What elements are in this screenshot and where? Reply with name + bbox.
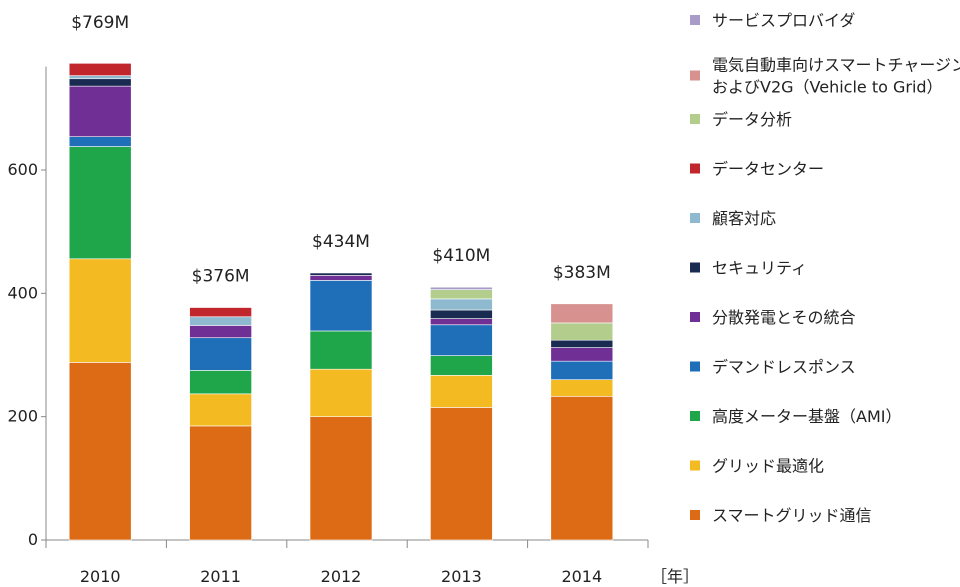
legend-swatch [690, 114, 700, 124]
bar-segment [189, 316, 252, 326]
legend-label: およびV2G（Vehicle to Grid） [712, 78, 943, 97]
x-tick-label: 2012 [321, 567, 362, 586]
bar-segment [189, 425, 252, 541]
bar-segment [309, 280, 373, 332]
legend-label: 顧客対応 [712, 209, 776, 228]
legend-swatch [690, 262, 700, 273]
legend-swatch [690, 70, 700, 81]
legend-swatch [690, 411, 700, 421]
legend-swatch [690, 163, 700, 174]
chart-axes: 0 200 400 600 2010 2011 2012 2013 2014 ［年］ [7, 66, 699, 586]
bar-segment [189, 337, 252, 371]
bar-segment [68, 146, 132, 260]
bar-segment [430, 375, 493, 408]
bar-segment [550, 360, 614, 380]
bar-segment [309, 416, 373, 541]
bar-segment [189, 370, 252, 395]
bar-segment [309, 330, 373, 370]
bar-segment [430, 324, 493, 356]
bar-segment [309, 272, 373, 276]
chart-bars [68, 63, 614, 541]
legend-swatch [690, 15, 700, 25]
x-tick-label: 2010 [80, 567, 121, 586]
bar-segment [430, 309, 493, 319]
legend-label: セキュリティ [712, 259, 807, 278]
legend-label: データセンター [712, 160, 824, 179]
y-tick-label: 400 [7, 283, 38, 302]
legend-label: サービスプロバイダ [712, 11, 855, 30]
bar-segment [430, 407, 493, 541]
legend-label: データ分析 [712, 110, 792, 129]
bar-segment [68, 362, 132, 541]
bar-total-label: $410M [432, 246, 490, 266]
bar-segment [430, 286, 493, 290]
bar-segment [189, 307, 252, 318]
legend-swatch [690, 510, 700, 520]
bar-segment [68, 78, 132, 87]
bar-segment [550, 322, 614, 341]
bar-segment [550, 347, 614, 362]
bar-total-label: $769M [71, 13, 129, 33]
bar-segment [430, 355, 493, 376]
chart-legend: サービスプロバイダ電気自動車向けスマートチャージングおよびV2G（Vehicle… [690, 11, 960, 525]
x-tick-label: 2011 [200, 567, 241, 586]
bar-segment [68, 136, 132, 147]
legend-swatch [690, 361, 700, 372]
x-tick-label: 2014 [561, 567, 602, 586]
legend-swatch [690, 213, 700, 223]
y-tick-label: 200 [7, 407, 38, 426]
bar-segment [550, 339, 614, 348]
legend-label: 高度メーター基盤（AMI） [712, 407, 901, 426]
bar-segment [550, 303, 614, 324]
legend-label: デマンドレスポンス [712, 358, 856, 377]
bar-total-label: $383M [553, 263, 611, 283]
legend-label: 電気自動車向けスマートチャージング [712, 56, 960, 75]
legend-label: グリッド最適化 [712, 457, 824, 476]
legend-label: スマートグリッド通信 [712, 506, 872, 525]
bar-total-label: $434M [312, 232, 370, 252]
bar-segment [189, 325, 252, 339]
bar-segment [68, 85, 132, 137]
y-tick-label: 0 [28, 530, 38, 549]
legend-swatch [690, 460, 700, 471]
bar-segment [68, 75, 132, 80]
bar-segment [189, 393, 252, 427]
x-tick-label: 2013 [441, 567, 482, 586]
legend-swatch [690, 312, 700, 322]
bar-segment [68, 258, 132, 363]
x-axis-label: ［年］ [651, 567, 699, 586]
bar-segment [430, 318, 493, 326]
legend-label: 分散発電とその統合 [712, 308, 856, 327]
bar-segment [309, 368, 373, 417]
bar-total-label: $376M [192, 267, 250, 287]
chart-total-labels: $769M $376M $434M $410M $383M [71, 13, 611, 287]
y-tick-label: 600 [7, 160, 38, 179]
bar-segment [309, 275, 373, 281]
bar-segment [550, 379, 614, 397]
bar-segment [550, 396, 614, 541]
bar-segment [68, 63, 132, 76]
bar-segment [430, 289, 493, 300]
bar-segment [430, 298, 493, 311]
